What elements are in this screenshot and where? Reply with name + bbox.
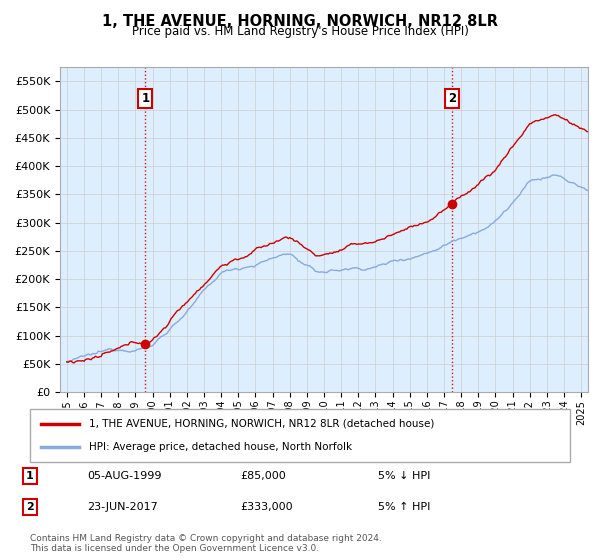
Text: 2: 2 [26, 502, 34, 512]
Text: 2: 2 [448, 92, 456, 105]
Text: £333,000: £333,000 [240, 502, 293, 512]
Text: 1: 1 [142, 92, 149, 105]
Text: £85,000: £85,000 [240, 471, 286, 481]
Text: 1, THE AVENUE, HORNING, NORWICH, NR12 8LR: 1, THE AVENUE, HORNING, NORWICH, NR12 8L… [102, 14, 498, 29]
Text: 05-AUG-1999: 05-AUG-1999 [87, 471, 161, 481]
Text: HPI: Average price, detached house, North Norfolk: HPI: Average price, detached house, Nort… [89, 442, 353, 452]
Text: 1: 1 [26, 471, 34, 481]
Text: 1, THE AVENUE, HORNING, NORWICH, NR12 8LR (detached house): 1, THE AVENUE, HORNING, NORWICH, NR12 8L… [89, 419, 435, 429]
Text: 5% ↓ HPI: 5% ↓ HPI [378, 471, 430, 481]
Text: 23-JUN-2017: 23-JUN-2017 [87, 502, 158, 512]
Text: Contains HM Land Registry data © Crown copyright and database right 2024.
This d: Contains HM Land Registry data © Crown c… [30, 534, 382, 553]
FancyBboxPatch shape [30, 409, 570, 462]
Text: Price paid vs. HM Land Registry's House Price Index (HPI): Price paid vs. HM Land Registry's House … [131, 25, 469, 38]
Text: 5% ↑ HPI: 5% ↑ HPI [378, 502, 430, 512]
